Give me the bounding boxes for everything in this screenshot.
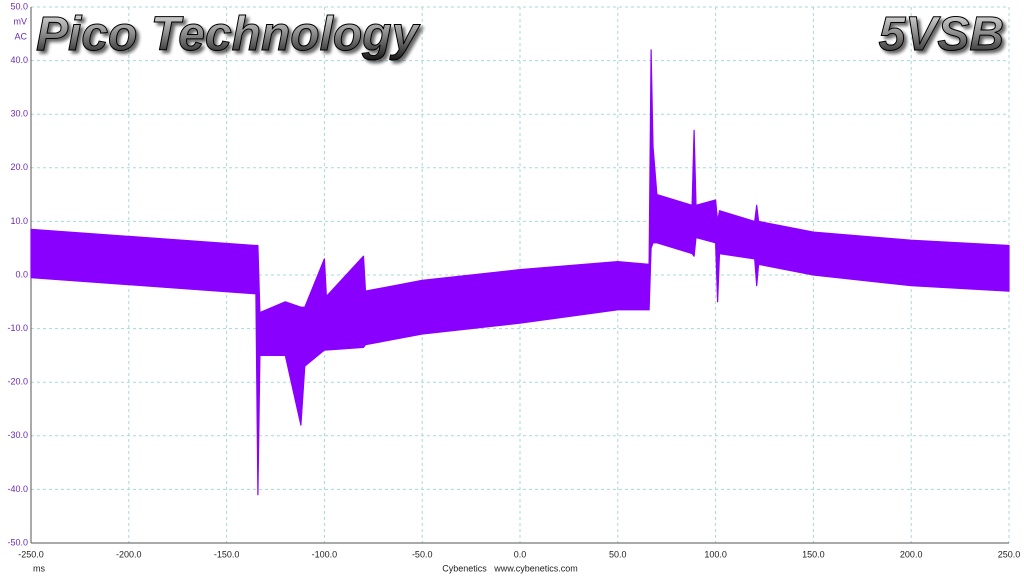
grid xyxy=(30,6,1010,544)
y-unit: mV xyxy=(14,16,28,26)
y-tick-label: 40.0 xyxy=(10,55,28,65)
x-tick-label: 200.0 xyxy=(900,549,923,559)
y-tick-label: -10.0 xyxy=(7,323,28,333)
chart-title: Pico Technology xyxy=(36,8,421,61)
y-tick-label: -20.0 xyxy=(7,377,28,387)
y-tick-label: 0.0 xyxy=(15,269,28,279)
x-tick-label: 0.0 xyxy=(514,549,527,559)
x-tick-label: 100.0 xyxy=(704,549,727,559)
x-tick-label: 150.0 xyxy=(802,549,825,559)
y-tick-label: 50.0 xyxy=(10,1,28,11)
channel-label: 5VSB xyxy=(879,8,1004,61)
x-tick-label: -150.0 xyxy=(214,549,240,559)
y-coupling: AC xyxy=(14,31,27,41)
plot xyxy=(30,49,1010,496)
y-tick-label: -30.0 xyxy=(7,430,28,440)
x-tick-label: 250.0 xyxy=(998,549,1021,559)
y-tick-label: -50.0 xyxy=(7,537,28,547)
y-tick-label: 10.0 xyxy=(10,216,28,226)
x-tick-label: -250.0 xyxy=(18,549,44,559)
signal-band xyxy=(30,49,1010,496)
x-tick-label: -200.0 xyxy=(116,549,142,559)
y-tick-label: -40.0 xyxy=(7,484,28,494)
footer: Cybenetics www.cybenetics.com xyxy=(442,563,578,573)
x-tick-label: -100.0 xyxy=(312,549,338,559)
y-tick-label: 30.0 xyxy=(10,109,28,119)
x-tick-label: 50.0 xyxy=(609,549,627,559)
y-tick-label: 20.0 xyxy=(10,162,28,172)
x-unit: ms xyxy=(33,563,45,573)
x-tick-label: -50.0 xyxy=(412,549,433,559)
